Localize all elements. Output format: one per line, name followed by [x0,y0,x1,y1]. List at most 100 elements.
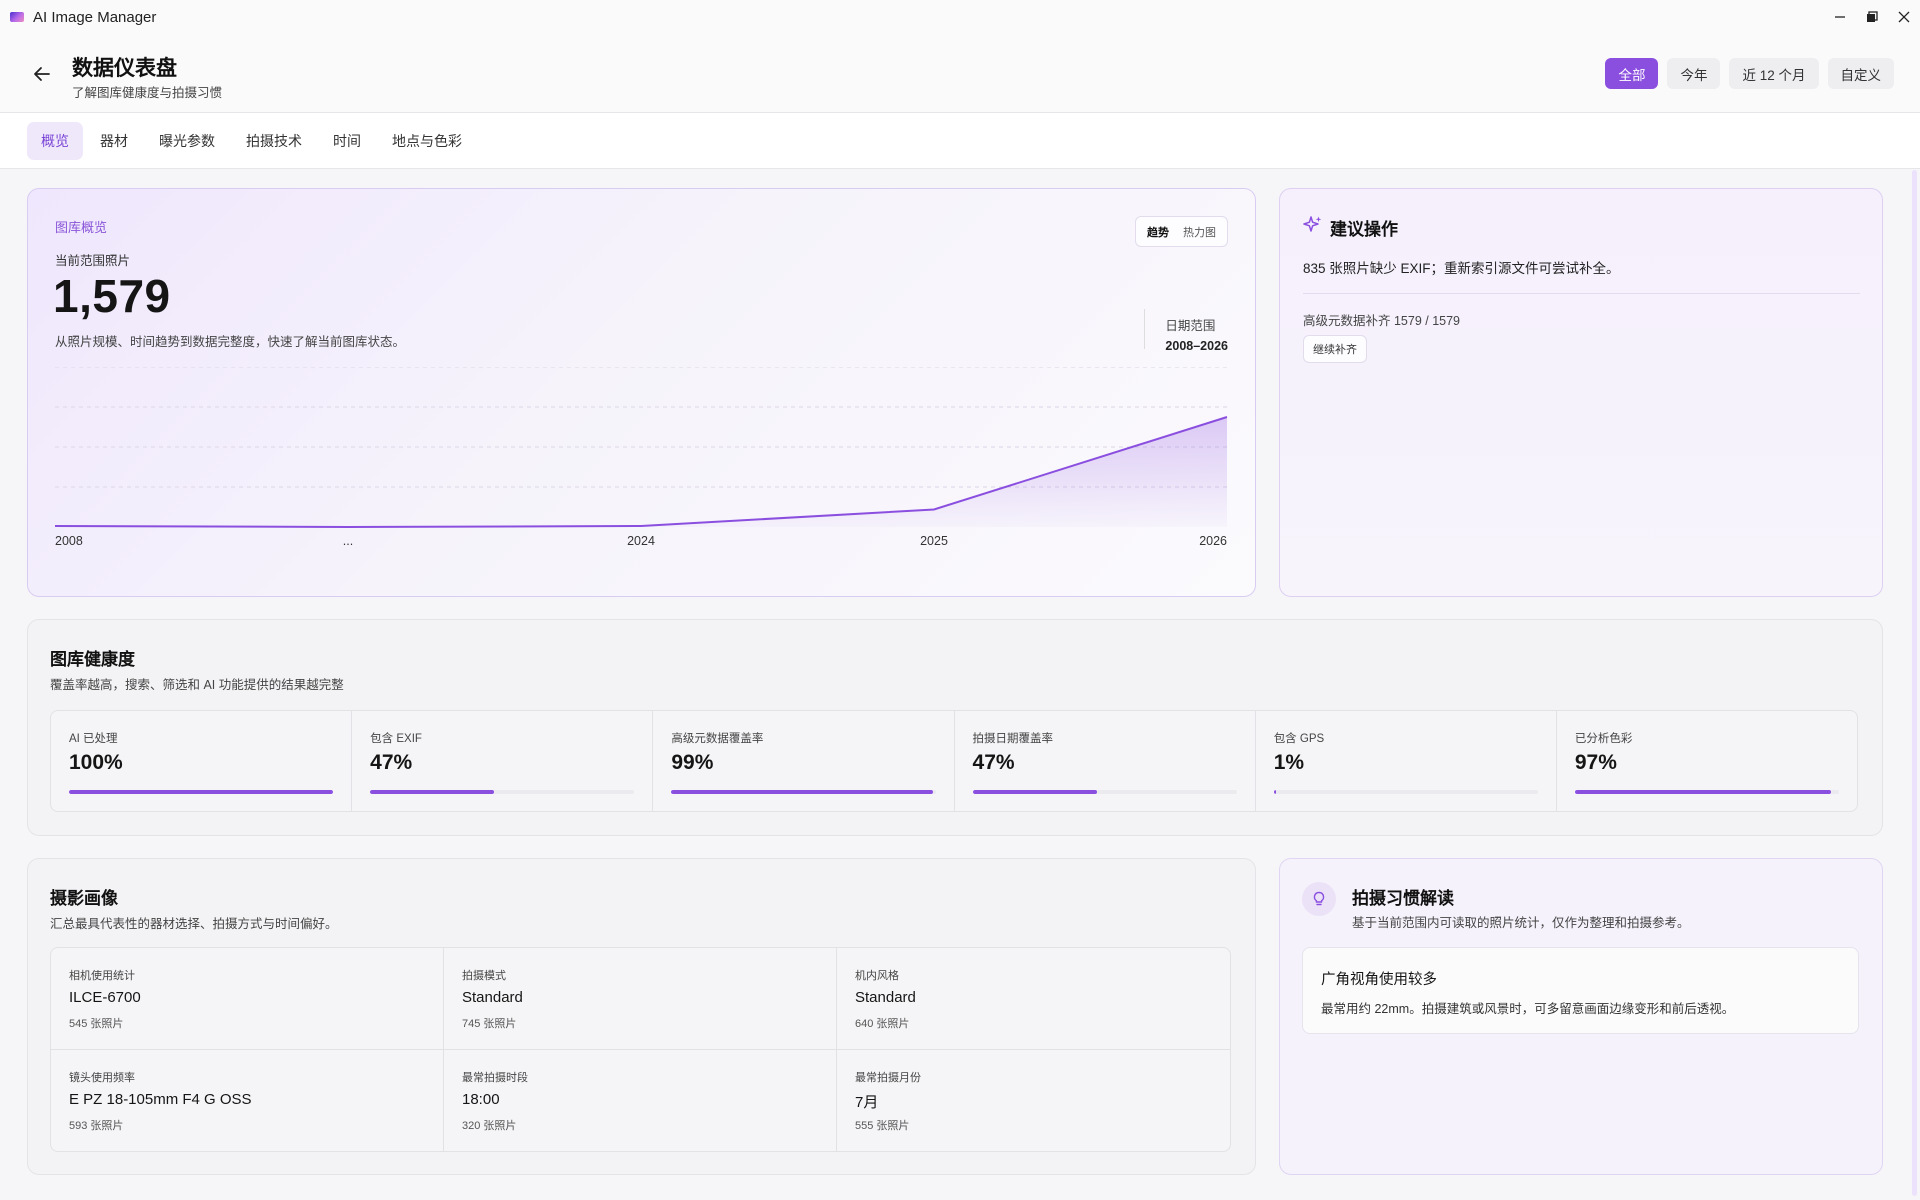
metric-color-analyzed: 已分析色彩 97% [1557,711,1857,811]
sparkle-icon [1303,216,1322,232]
health-subtitle: 覆盖率越高，搜索、筛选和 AI 功能提供的结果越完整 [50,678,344,692]
tab-exposure[interactable]: 曝光参数 [159,133,215,149]
metric-value: 99% [671,751,714,774]
insight-title: 广角视角使用较多 [1321,972,1437,988]
app-logo-icon [10,12,24,22]
range-this-year-button[interactable]: 今年 [1667,58,1721,89]
range-last-12-months-button[interactable]: 近 12 个月 [1729,58,1819,89]
window-controls [1824,0,1920,34]
profile-cell-camera: 相机使用统计 ILCE-6700 545 张照片 [51,948,444,1050]
metric-progress-bar [1574,790,1840,794]
profile-title: 摄影画像 [50,889,118,908]
cell-count: 555 张照片 [855,1119,910,1132]
page-header: 数据仪表盘 了解图库健康度与拍摄习惯 全部 今年 近 12 个月 自定义 [0,34,1920,112]
suggestion-card: 建议操作 835 张照片缺少 EXIF；重新索引源文件可尝试补全。 高级元数据补… [1279,188,1883,597]
metric-gps: 包含 GPS 1% [1256,711,1557,811]
x-tick-label: 2025 [920,534,948,548]
metric-label: 拍摄日期覆盖率 [972,733,1054,745]
metric-capture-date: 拍摄日期覆盖率 47% [955,711,1256,811]
cell-count: 640 张照片 [855,1018,910,1030]
habit-title: 拍摄习惯解读 [1352,889,1454,908]
tab-location-color[interactable]: 地点与色彩 [392,133,462,149]
metric-advanced-metadata: 高级元数据覆盖率 99% [653,711,955,811]
habit-insight-card: 广角视角使用较多 最常用约 22mm。拍摄建筑或风景时，可多留意画面边缘变形和前… [1302,947,1859,1034]
profile-cell-creative-style: 机内风格 Standard 640 张照片 [837,948,1230,1050]
suggestion-title: 建议操作 [1330,220,1398,239]
cell-label: 最常拍摄时段 [462,1071,528,1084]
date-range-selector: 全部 今年 近 12 个月 自定义 [1605,58,1894,89]
profile-grid: 相机使用统计 ILCE-6700 545 张照片 拍摄模式 Standard 7… [50,947,1231,1152]
metric-label: 包含 EXIF [370,733,422,745]
range-custom-button[interactable]: 自定义 [1827,58,1894,89]
health-title: 图库健康度 [50,650,135,669]
x-tick-label: 2024 [627,534,655,548]
metric-progress-fill [1273,790,1277,794]
cell-value: 7月 [855,1093,879,1111]
restore-icon [1867,11,1878,22]
metric-label: 包含 GPS [1273,733,1325,745]
shooting-habit-card: 拍摄习惯解读 基于当前范围内可读取的照片统计，仅作为整理和拍摄参考。 广角视角使… [1279,858,1883,1175]
overview-label: 图库概览 [55,220,108,235]
minimize-icon [1835,16,1845,18]
health-metrics: AI 已处理 100% 包含 EXIF 47% 高级元数据覆盖率 99% 拍摄日… [50,710,1858,812]
overview-description: 从照片规模、时间趋势到数据完整度，快速了解当前图库状态。 [55,335,406,349]
metric-value: 97% [1574,751,1617,774]
tab-time[interactable]: 时间 [333,133,361,149]
date-range-label: 日期范围 [1165,319,1216,333]
x-tick-label: 2026 [1199,534,1227,548]
metric-progress-fill [69,790,334,794]
close-icon [1898,11,1910,23]
photography-profile-card: 摄影画像 汇总最具代表性的器材选择、拍摄方式与时间偏好。 相机使用统计 ILCE… [27,858,1256,1175]
cell-count: 593 张照片 [69,1119,124,1132]
continue-fill-button[interactable]: 继续补齐 [1303,335,1367,363]
metric-progress-fill [1574,790,1832,794]
vertical-scrollbar[interactable] [1912,170,1917,1196]
maximize-button[interactable] [1856,0,1888,34]
chart-view-toggle: 趋势 热力图 [1135,216,1228,247]
metric-exif: 包含 EXIF 47% [352,711,654,811]
cell-count: 745 张照片 [462,1018,517,1030]
photo-trend-chart: 2008... 2024 2025 2026 [55,367,1228,548]
tab-technique[interactable]: 拍摄技术 [246,133,302,149]
profile-cell-lens: 镜头使用频率 E PZ 18-105mm F4 G OSS 593 张照片 [51,1049,444,1151]
library-overview-card: 图库概览 当前范围照片 1,579 从照片规模、时间趋势到数据完整度，快速了解当… [27,188,1256,597]
trend-area [55,417,1227,527]
tab-overview[interactable]: 概览 [27,122,83,160]
metric-progress-bar [671,790,936,794]
trend-line [55,416,1228,529]
metric-progress-bar [370,790,635,794]
heatmap-toggle-button[interactable]: 热力图 [1183,226,1216,239]
cell-label: 镜头使用频率 [69,1071,135,1084]
metric-label: 已分析色彩 [1574,733,1633,745]
back-button[interactable] [30,62,54,86]
insight-text: 最常用约 22mm。拍摄建筑或风景时，可多留意画面边缘变形和前后透视。 [1321,1002,1735,1016]
metric-progress-fill [972,790,1097,794]
metadata-progress-text: 高级元数据补齐 1579 / 1579 [1303,314,1461,328]
cell-count: 545 张照片 [69,1018,124,1030]
arrow-left-icon [34,67,50,81]
date-range-value: 2008–2026 [1165,339,1228,353]
profile-subtitle: 汇总最具代表性的器材选择、拍摄方式与时间偏好。 [50,917,338,931]
title-bar: AI Image Manager [0,0,1920,34]
tab-equipment[interactable]: 器材 [100,133,128,149]
x-tick-label: ... [343,534,353,548]
page-title: 数据仪表盘 [72,57,177,80]
cell-label: 相机使用统计 [69,970,135,982]
profile-cell-time-of-day: 最常拍摄时段 18:00 320 张照片 [444,1049,837,1151]
trend-toggle-button[interactable]: 趋势 [1147,226,1169,239]
range-all-button[interactable]: 全部 [1605,58,1659,89]
cell-value: ILCE-6700 [69,989,141,1006]
cell-value: 18:00 [462,1090,500,1108]
metric-value: 1% [1273,751,1305,774]
cell-label: 拍摄模式 [462,970,506,982]
cell-count: 320 张照片 [462,1119,517,1132]
divider [1303,293,1860,294]
metric-progress-fill [370,790,495,794]
habit-subtitle: 基于当前范围内可读取的照片统计，仅作为整理和拍摄参考。 [1352,916,1690,930]
metric-value: 100% [69,751,123,774]
cell-value: Standard [462,989,523,1006]
minimize-button[interactable] [1824,0,1856,34]
cell-label: 机内风格 [855,970,899,982]
cell-value: E PZ 18-105mm F4 G OSS [69,1090,252,1108]
close-button[interactable] [1888,0,1920,34]
